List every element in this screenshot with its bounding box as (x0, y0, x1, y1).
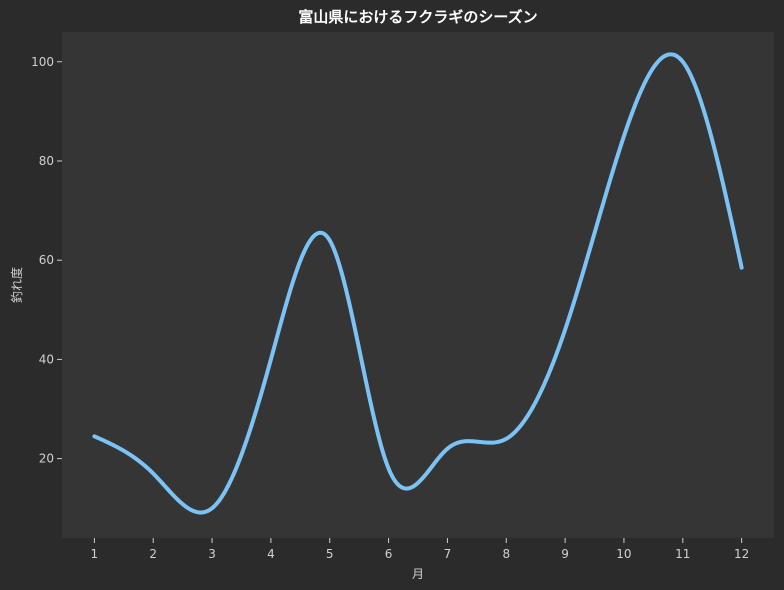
x-tick-label: 7 (444, 547, 452, 561)
plot-area (62, 32, 774, 538)
y-tick-label: 60 (39, 253, 54, 267)
y-tick-label: 100 (31, 55, 54, 69)
y-tick-label: 80 (39, 154, 54, 168)
x-axis-label: 月 (412, 567, 424, 581)
x-tick-label: 2 (149, 547, 157, 561)
y-axis: 20 40 60 80 100 (31, 55, 62, 466)
x-axis: 1 2 3 4 5 6 7 8 9 10 11 12 (91, 538, 749, 561)
x-tick-label: 10 (616, 547, 631, 561)
x-tick-label: 6 (385, 547, 393, 561)
y-tick-label: 40 (39, 352, 54, 366)
x-tick-label: 12 (734, 547, 749, 561)
x-tick-label: 4 (267, 547, 275, 561)
x-tick-label: 9 (561, 547, 569, 561)
x-tick-label: 3 (208, 547, 216, 561)
chart-title: 富山県におけるフクラギのシーズン (298, 8, 537, 26)
y-axis-label: 釣れ度 (9, 267, 24, 303)
x-tick-label: 11 (675, 547, 690, 561)
y-tick-label: 20 (39, 452, 54, 466)
x-tick-label: 8 (502, 547, 510, 561)
x-tick-label: 1 (91, 547, 99, 561)
series-line (92, 52, 744, 515)
x-tick-label: 5 (326, 547, 334, 561)
